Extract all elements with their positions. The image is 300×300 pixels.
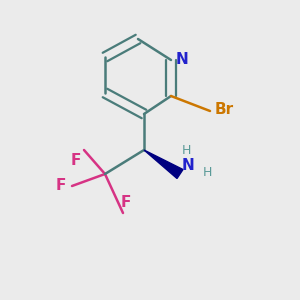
Text: H: H — [202, 166, 212, 179]
Text: N: N — [182, 158, 194, 172]
Text: Br: Br — [214, 102, 234, 117]
Text: N: N — [176, 52, 188, 68]
Polygon shape — [144, 150, 183, 178]
Text: H: H — [182, 145, 191, 158]
Text: F: F — [56, 178, 66, 194]
Text: F: F — [121, 195, 131, 210]
Text: F: F — [70, 153, 81, 168]
